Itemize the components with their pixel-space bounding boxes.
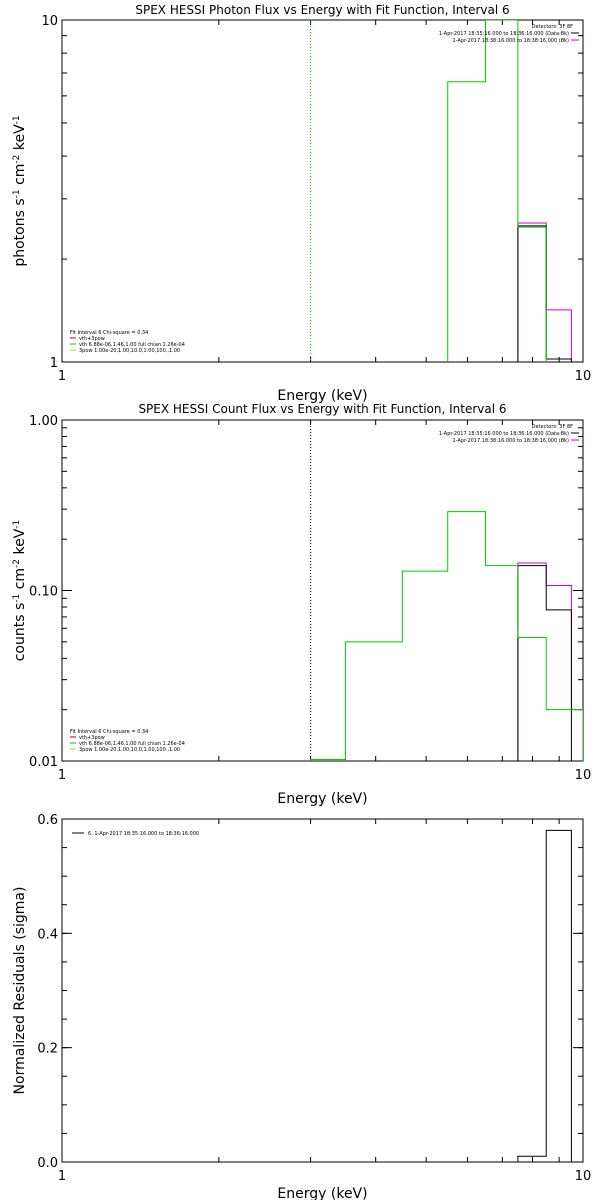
- photon-flux-panel: SPEX HESSI Photon Flux vs Energy with Fi…: [12, 3, 591, 404]
- y-axis-label: counts s-1 cm-2 keV-1: [12, 520, 28, 662]
- x-tick-label: 1: [58, 369, 66, 384]
- chart-title: SPEX HESSI Count Flux vs Energy with Fit…: [138, 402, 506, 416]
- y-label-part: cm: [12, 568, 28, 594]
- model-series-line: [310, 511, 583, 761]
- legend-title: Fit Interval 6 Chi-square = 0.34: [70, 330, 148, 336]
- y-tick-label: 0.2: [37, 1042, 58, 1057]
- y-label-superscript: -1: [12, 115, 22, 124]
- x-tick-label: 10: [575, 369, 592, 384]
- data-series-line: [517, 565, 572, 761]
- chart-title: SPEX HESSI Photon Flux vs Energy with Fi…: [135, 3, 509, 17]
- detectors-label: Detectors: 3F 8F: [532, 424, 573, 430]
- y-label-superscript: -1: [12, 594, 22, 603]
- y-tick-label: 1: [50, 356, 58, 371]
- x-tick-label: 10: [575, 1169, 592, 1184]
- y-label-superscript: -1: [12, 520, 22, 529]
- legend-entry: vth 6.88e-06,1.46,1.00 full chian 1.26e-…: [79, 342, 185, 348]
- y-label-part: photons s: [12, 198, 28, 266]
- header-time-range: 1-Apr-2017 18:35:16.000 to 18:36:16.000 …: [439, 31, 569, 37]
- y-tick-label: 0.01: [29, 755, 58, 770]
- x-tick-label: 1: [58, 1169, 66, 1184]
- plot-frame: [61, 818, 584, 1163]
- x-axis-label: Energy (keV): [277, 388, 367, 404]
- legend-entry: 6. 1-Apr-2017 18:35:16.000 to 18:36:16.0…: [88, 831, 199, 837]
- legend-entry: vth+3pow: [79, 336, 105, 342]
- y-tick-label: 0.4: [37, 927, 58, 942]
- y-label-part: keV: [12, 124, 28, 155]
- y-tick-label: 0.0: [37, 1156, 58, 1171]
- model-series-line: [447, 20, 547, 362]
- legend-title: Fit Interval 6 Chi-square = 0.34: [70, 729, 148, 735]
- x-axis-label: Energy (keV): [277, 791, 367, 807]
- plot-frame: [61, 419, 584, 762]
- plot-frame: [61, 19, 584, 363]
- plot-area: [310, 20, 572, 362]
- residuals-panel: 1 10 0.0 0.2 0.4 0.6 Energy (keV) Normalized Re…: [12, 813, 591, 1200]
- data-series-line: [517, 225, 572, 362]
- y-tick-label: 0.10: [29, 585, 58, 600]
- y-label-part: counts s: [12, 603, 28, 662]
- y-tick-label: 1.00: [29, 414, 58, 429]
- y-axis-label: photons s-1 cm-2 keV-1: [12, 115, 28, 266]
- background-series-line: [517, 222, 572, 362]
- legend-entry: vth 6.88e-06,1.46,1.00 full chian 1.26e-…: [79, 741, 185, 747]
- y-tick-label: 0.6: [37, 813, 58, 828]
- legend-entry: 3pow 1.00e-20,1.00,10.0,1.00,100.,1.00: [79, 747, 180, 753]
- plot-area: [310, 420, 583, 761]
- count-flux-panel: SPEX HESSI Count Flux vs Energy with Fit…: [12, 402, 591, 807]
- legend-entry: 3pow 1.00e-20,1.00,10.0,1.00,100.,1.00: [79, 348, 180, 354]
- plot-area: [517, 829, 572, 1162]
- y-label-part: keV: [12, 528, 28, 559]
- x-tick-label: 10: [575, 768, 592, 783]
- y-label-part: cm: [12, 164, 28, 190]
- x-tick-label: 1: [58, 768, 66, 783]
- y-axis-label: Normalized Residuals (sigma): [12, 887, 28, 1095]
- header-time-range: 1-Apr-2017 18:38:16.000 to 18:38:16.000 …: [452, 438, 569, 444]
- y-label-superscript: -1: [12, 189, 22, 198]
- y-tick-label: 10: [41, 14, 58, 29]
- background-series-line: [517, 562, 583, 761]
- x-axis-label: Energy (keV): [277, 1186, 367, 1200]
- header-time-range: 1-Apr-2017 18:35:16.000 to 18:36:16.000 …: [439, 431, 569, 437]
- residuals-series-line: [517, 829, 572, 1162]
- header-time-range: 1-Apr-2017 18:38:16.000 to 18:38:16.000 …: [452, 38, 569, 44]
- y-label-superscript: -2: [12, 559, 22, 568]
- legend-entry: vth+3pow: [79, 735, 105, 741]
- detectors-label: Detectors: 3F 8F: [532, 24, 573, 30]
- y-label-superscript: -2: [12, 155, 22, 164]
